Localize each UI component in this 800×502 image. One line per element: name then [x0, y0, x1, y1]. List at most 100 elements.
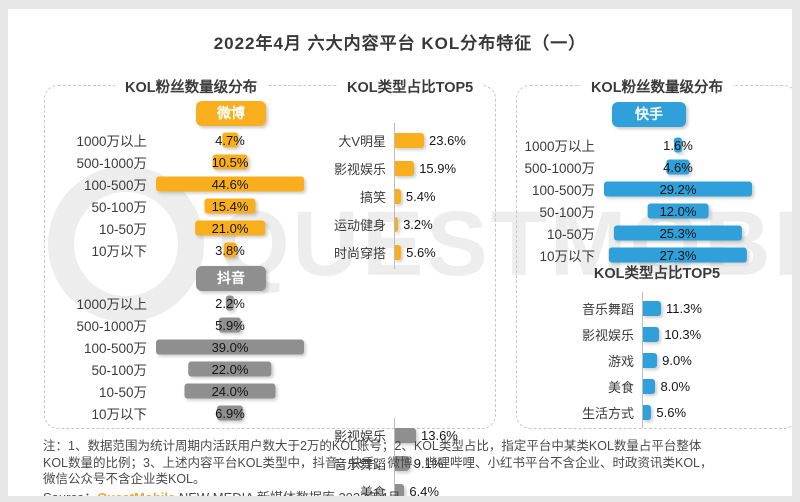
fan-level-label: 50-100万 — [91, 200, 147, 215]
type-row: 美食 6.4% — [294, 477, 744, 496]
source-rest: NEW MEDIA 新媒体数据库 2022年4月 — [175, 490, 401, 497]
fan-bar — [195, 220, 265, 236]
type-label: 生活方式 — [581, 405, 634, 421]
fan-distribution-header: KOL粉丝数量级分布 — [115, 76, 268, 97]
fan-row: 10万以下 3.8% — [52, 239, 304, 261]
fan-row: 1000万以上 2.2% — [52, 292, 304, 314]
type-value-label: 3.2% — [403, 216, 433, 232]
type-row: 美食 8.0% — [542, 373, 792, 399]
fan-row: 500-1000万 4.6% — [524, 156, 752, 178]
fan-row: 100-500万 44.6% — [52, 173, 304, 195]
fan-level-label: 100-500万 — [83, 178, 147, 193]
fan-bar-zone: 5.9% — [156, 314, 304, 336]
fan-level-label: 1000万以上 — [524, 139, 595, 154]
axis-line — [642, 292, 643, 428]
type-value-label: 9.0% — [662, 352, 692, 368]
type-bar — [642, 352, 658, 368]
source-prefix: Source： — [43, 490, 97, 497]
type-value-label: 5.6% — [406, 244, 436, 260]
fan-value-label: 4.6% — [663, 159, 693, 175]
fan-row: 1000万以上 4.7% — [52, 129, 304, 151]
fan-value-label: 3.8% — [215, 242, 245, 258]
fan-row: 100-500万 29.2% — [524, 178, 752, 200]
type-bar — [394, 483, 405, 496]
fan-level-label: 1000万以上 — [76, 134, 147, 149]
fan-row: 500-1000万 5.9% — [52, 314, 304, 336]
type-bar — [394, 427, 416, 443]
fan-bar-zone: 6.9% — [156, 402, 304, 424]
fan-level-label: 50-100万 — [539, 205, 595, 220]
type-row: 搞笑 5.4% — [294, 182, 744, 210]
fan-bar — [608, 247, 748, 263]
fan-value-label: 39.0% — [211, 339, 249, 355]
fan-bar — [666, 159, 690, 175]
type-value-label: 9.1% — [413, 455, 444, 471]
type-row: 时尚穿搭 5.6% — [294, 238, 744, 266]
fan-level-label: 10-50万 — [98, 385, 147, 400]
type-label: 美食 — [607, 379, 634, 395]
fan-level-label: 10-50万 — [98, 222, 147, 237]
type-bar — [642, 300, 661, 316]
type-label: 影视娱乐 — [333, 428, 386, 444]
type-row: 影视娱乐 13.6% — [294, 421, 744, 449]
weibo-fan-chart: 1000万以上 4.7% 500-1000万 10.5% 100-500万 44.6% 50… — [52, 129, 304, 261]
source-line: Source：QuestMobile NEW MEDIA 新媒体数据库 2022… — [43, 490, 791, 497]
fan-row: 50-100万 12.0% — [524, 200, 752, 222]
fan-level-label: 100-500万 — [531, 183, 595, 198]
fan-bar — [204, 198, 256, 214]
type-bar — [394, 188, 401, 204]
footnotes: 注：1、数据范围为统计周期内活跃用户数大于2万的KOL账号；2、KOL类型占比，… — [43, 438, 791, 496]
fan-distribution-header: KOL粉丝数量级分布 — [580, 76, 734, 97]
fan-level-label: 10万以下 — [91, 407, 147, 422]
note-line: 注：1、数据范围为统计周期内活跃用户数大于2万的KOL账号；2、KOL类型占比，… — [43, 439, 702, 453]
type-row: 大V明星 23.6% — [294, 126, 744, 154]
questmobile-watermark: QUESTMOBILE — [48, 154, 792, 334]
fan-value-label: 10.5% — [211, 154, 249, 170]
type-bar — [642, 378, 656, 394]
type-label: 音乐舞蹈 — [581, 301, 634, 317]
fan-bar — [604, 181, 752, 197]
kuaishou-type-chart: 音乐舞蹈 11.3% 影视娱乐 10.3% 游戏 9.0% 美食 8.0% 生活方式 5.6% — [542, 292, 792, 428]
fan-row: 10-50万 25.3% — [524, 222, 752, 244]
type-row: 生活方式 5.6% — [542, 399, 792, 425]
fan-value-label: 5.9% — [215, 317, 245, 333]
fan-level-label: 500-1000万 — [524, 161, 595, 176]
fan-row: 500-1000万 10.5% — [52, 151, 304, 173]
fan-row: 10-50万 24.0% — [52, 380, 304, 402]
fan-bar-zone: 12.0% — [604, 200, 752, 222]
fan-bar-zone: 21.0% — [156, 217, 304, 239]
type-label: 大V明星 — [338, 133, 386, 149]
type-bar — [394, 132, 424, 148]
type-row: 影视娱乐 10.3% — [542, 321, 792, 347]
fan-value-label: 21.0% — [211, 220, 249, 236]
fan-level-label: 1000万以上 — [76, 297, 147, 312]
kuaishou-badge: 快手 — [612, 102, 686, 127]
type-value-label: 5.6% — [656, 404, 687, 420]
fan-bar — [156, 176, 304, 192]
fan-bar — [223, 242, 237, 258]
weibo-type-chart: 大V明星 23.6% 影视娱乐 15.9% 搞笑 5.4% 运动健身 3.2% 时尚穿搭 5.6% — [294, 123, 744, 269]
note-line: 微信公众号不含企业类KOL。 — [43, 472, 206, 486]
fan-value-label: 25.3% — [659, 225, 697, 241]
fan-level-label: 500-1000万 — [76, 156, 147, 171]
fan-bar — [613, 225, 743, 241]
fan-level-label: 10万以下 — [539, 249, 595, 264]
type-value-label: 8.0% — [660, 378, 691, 394]
type-label: 运动健身 — [333, 217, 386, 233]
type-bar — [394, 244, 402, 260]
type-value-label: 11.3% — [666, 300, 702, 316]
fan-value-label: 15.4% — [211, 198, 249, 214]
fan-row: 50-100万 15.4% — [52, 195, 304, 217]
fan-level-label: 10万以下 — [91, 244, 147, 259]
fan-bar-zone: 39.0% — [156, 336, 304, 358]
page-title: 2022年4月 六大内容平台 KOL分布特征（一） — [213, 34, 587, 53]
weibo-badge: 微博 — [196, 101, 266, 126]
fan-level-label: 50-100万 — [91, 363, 147, 378]
fan-bar-zone: 15.4% — [156, 195, 304, 217]
questmobile-brand: QuestMobile — [97, 490, 175, 497]
type-value-label: 5.4% — [405, 188, 436, 204]
fan-value-label: 29.2% — [659, 181, 697, 197]
fan-bar — [647, 203, 709, 219]
fan-bar-zone: 44.6% — [156, 173, 304, 195]
type-bar — [394, 455, 409, 471]
